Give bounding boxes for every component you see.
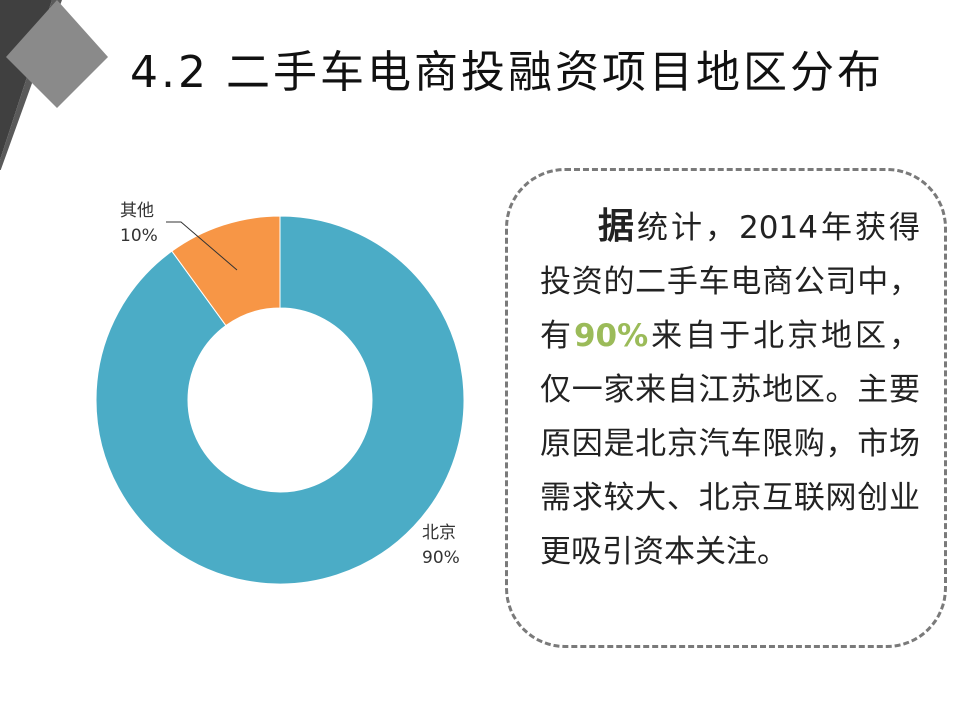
label-other-name: 其他	[120, 201, 154, 221]
label-beijing-name: 北京	[422, 523, 456, 543]
chart-labels: 北京 90% 其他 10%	[120, 201, 460, 568]
label-beijing-percent: 90%	[422, 548, 460, 568]
leader-line-other	[166, 221, 238, 271]
donut-chart: 北京 90% 其他 10%	[95, 201, 465, 585]
slice-other	[171, 215, 281, 327]
corner-decoration	[0, 0, 108, 170]
callout-text-part1: 统计，2014年获得投资的二手车电商公司中，有	[540, 210, 920, 354]
callout-lead-char: 据	[598, 206, 638, 247]
chart-slices	[95, 215, 465, 585]
slice-beijing	[95, 215, 465, 585]
corner-diamond	[6, 0, 108, 108]
callout-highlight: 90%	[573, 318, 649, 354]
callout-text-part2: 来自于北京地区，仅一家来自江苏地区。主要原因是北京汽车限购，市场需求较大、北京互…	[540, 318, 921, 570]
callout-border	[505, 168, 947, 648]
callout-text: 据统计，2014年获得投资的二手车电商公司中，有90%来自于北京地区，仅一家来自…	[540, 200, 920, 579]
slide-title: 4.2 二手车电商投融资项目地区分布	[130, 47, 884, 98]
label-other-percent: 10%	[120, 226, 158, 246]
